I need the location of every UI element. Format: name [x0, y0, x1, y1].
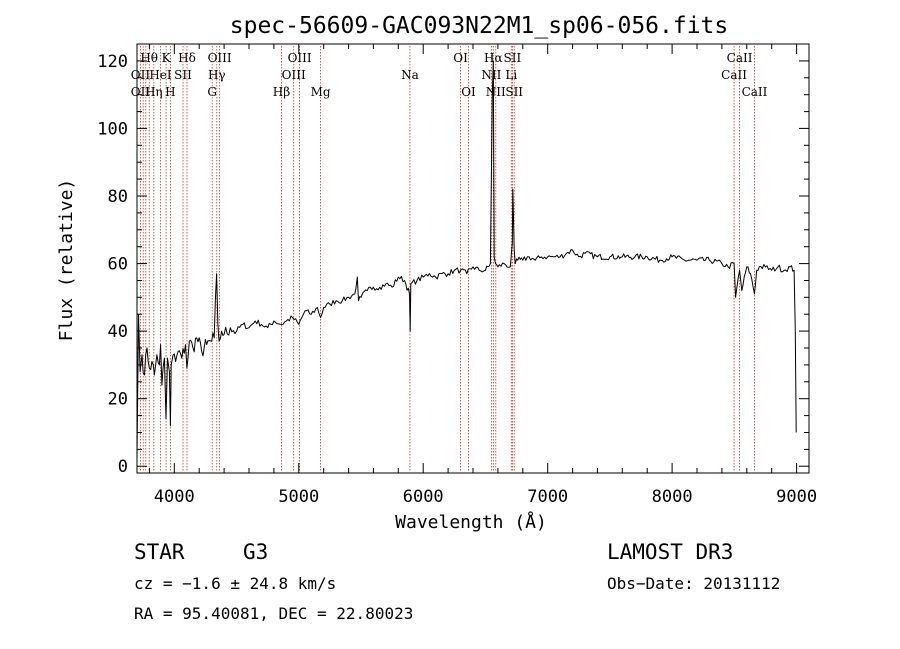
line-label-7: SII — [504, 51, 522, 65]
line-label-3: OIII — [208, 51, 232, 65]
redshift: cz = −1.6 ± 24.8 km/s — [134, 574, 336, 593]
y-tick-label-6: 120 — [97, 52, 128, 72]
survey-name: LAMOST DR3 — [607, 540, 733, 564]
x-tick-label-5: 9000 — [776, 487, 817, 507]
line-label-22: Hβ — [273, 85, 290, 99]
y-axis: 0 20 40 60 80 100 120 — [97, 52, 809, 477]
object-subclass: G3 — [243, 540, 268, 564]
x-tick-label-2: 6000 — [403, 487, 444, 507]
y-tick-label-0: 0 — [118, 457, 128, 477]
line-label-9: OII — [131, 68, 151, 82]
y-tick-label-1: 20 — [108, 390, 128, 410]
object-class: STAR — [134, 540, 185, 564]
line-label-26: SII — [505, 85, 523, 99]
x-tick-label-3: 7000 — [527, 487, 568, 507]
chart-title: spec-56609-GAC093N22M1_sp06-056.fits — [230, 13, 729, 39]
line-label-6: Hα — [484, 51, 503, 65]
reference-lines — [139, 46, 755, 472]
x-axis-label: Wavelength (Å) — [395, 511, 547, 533]
line-label-14: Na — [401, 68, 419, 82]
line-label-2: Hδ — [178, 51, 196, 65]
line-label-15: NII — [481, 68, 501, 82]
x-tick-label-1: 5000 — [278, 487, 319, 507]
y-tick-label-3: 60 — [108, 255, 128, 275]
line-label-4: OIII — [288, 51, 312, 65]
line-label-10: HeI — [149, 68, 172, 82]
line-label-21: G — [207, 85, 217, 99]
y-tick-label-4: 80 — [108, 187, 128, 207]
line-label-24: OI — [461, 85, 476, 99]
line-label-11: SII — [174, 68, 192, 82]
flux-series-line — [136, 60, 797, 460]
line-label-18: OII — [131, 85, 151, 99]
line-label-20: H — [165, 85, 175, 99]
x-tick-label-4: 8000 — [652, 487, 693, 507]
line-label-0: Hθ — [140, 51, 158, 65]
x-axis: 4000 5000 6000 7000 8000 9000 — [148, 44, 817, 507]
line-label-12: Hγ — [208, 68, 226, 82]
line-label-13: OIII — [282, 68, 306, 82]
line-label-27: CaII — [742, 85, 768, 99]
line-label-1: K — [162, 51, 172, 65]
y-tick-label-5: 100 — [97, 119, 128, 139]
line-label-17: CaII — [721, 68, 747, 82]
line-label-8: CaII — [727, 51, 753, 65]
line-label-25: NII — [486, 85, 506, 99]
line-label-23: Mg — [311, 85, 331, 99]
line-label-19: Hη — [145, 85, 163, 99]
line-label-5: OI — [453, 51, 468, 65]
x-tick-label-0: 4000 — [154, 487, 195, 507]
obs-date: Obs−Date: 20131112 — [607, 574, 780, 593]
y-tick-label-2: 40 — [108, 322, 128, 342]
coordinates: RA = 95.40081, DEC = 22.80023 — [134, 604, 413, 623]
line-label-16: Li — [505, 68, 517, 82]
y-axis-label: Flux (relative) — [56, 179, 77, 342]
